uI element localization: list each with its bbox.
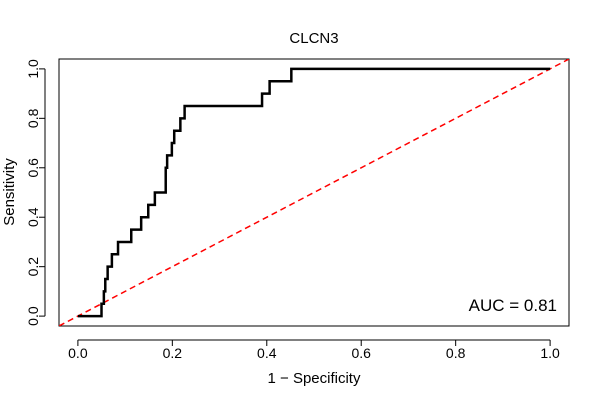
x-tick-label: 0.2 <box>163 345 183 361</box>
plot-frame <box>58 58 570 327</box>
x-tick-label: 1.0 <box>540 345 560 361</box>
x-tick-label: 0.6 <box>351 345 371 361</box>
y-tick-label: 0.6 <box>25 158 41 178</box>
y-tick-label: 0.2 <box>25 257 41 277</box>
chart-title: CLCN3 <box>289 30 338 47</box>
x-tick-label: 0.0 <box>68 345 88 361</box>
y-tick-label: 0.0 <box>25 306 41 326</box>
auc-annotation: AUC = 0.81 <box>469 296 557 315</box>
reference-diagonal-line <box>59 59 569 326</box>
y-tick-label: 0.8 <box>25 108 41 128</box>
roc-curve-line <box>77 67 551 318</box>
y-axis: 0.0 0.2 0.4 0.6 0.8 1.0 <box>25 59 46 326</box>
y-tick-label: 0.4 <box>25 207 41 227</box>
x-axis-label: 1 − Specificity <box>268 370 361 387</box>
x-tick-label: 0.8 <box>446 345 466 361</box>
x-axis: 0.0 0.2 0.4 0.6 0.8 1.0 <box>68 339 560 361</box>
y-axis-label: Sensitivity <box>1 158 18 226</box>
y-tick-label: 1.0 <box>25 59 41 79</box>
x-tick-label: 0.4 <box>257 345 277 361</box>
